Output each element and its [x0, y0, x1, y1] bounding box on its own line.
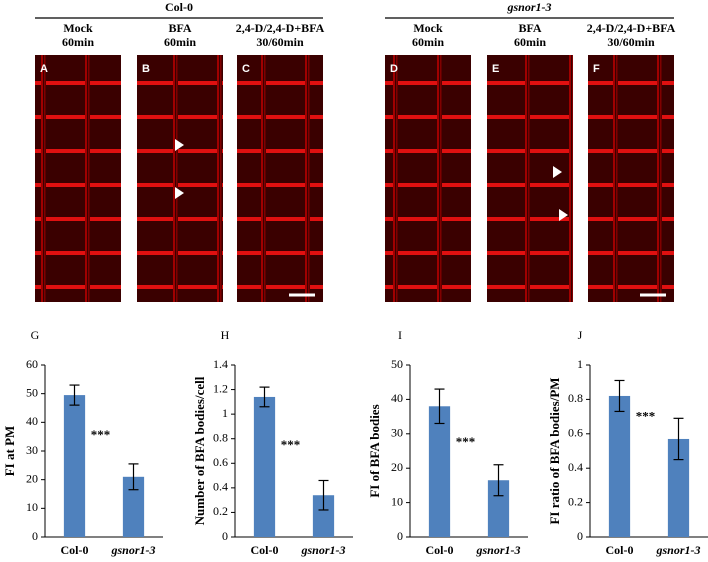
- panel-label: 60min: [514, 35, 546, 49]
- y-tick-label: 0.8: [213, 430, 228, 444]
- significance: ***: [456, 434, 476, 449]
- panel-letter: G: [31, 328, 40, 342]
- panel-label: 30/60min: [256, 35, 304, 49]
- significance: ***: [636, 408, 656, 423]
- bar: [253, 396, 276, 537]
- micrograph: [588, 55, 674, 302]
- panel-letter: E: [492, 63, 499, 75]
- error-bar: [318, 479, 329, 511]
- y-tick-label: 20: [26, 471, 38, 485]
- y-tick-label: 1: [222, 406, 228, 420]
- panel-label: 2,4-D/2,4-D+BFA: [587, 21, 676, 35]
- y-tick-label: 1: [577, 357, 583, 371]
- panel-letter: H: [221, 328, 230, 342]
- bar: [63, 395, 86, 537]
- panel-label: 60min: [164, 35, 196, 49]
- y-tick-label: 0.2: [213, 504, 228, 518]
- y-tick-label: 50: [26, 385, 38, 399]
- panel-letter: F: [593, 63, 600, 75]
- arrowhead: [175, 187, 184, 199]
- y-tick-label: 40: [26, 414, 38, 428]
- y-tick-label: 0.8: [568, 391, 583, 405]
- significance: ***: [91, 427, 111, 442]
- bar: [122, 476, 145, 537]
- y-tick-label: 50: [391, 357, 403, 371]
- error-bar: [128, 463, 139, 491]
- panel-label: BFA: [168, 21, 191, 35]
- bar: [428, 406, 451, 537]
- group-title: gsnor1-3: [506, 0, 551, 14]
- panel-letter: D: [390, 63, 398, 75]
- error-bar: [259, 386, 270, 408]
- panel-letter: B: [142, 63, 150, 75]
- panel-letter: A: [40, 63, 48, 75]
- panel-label: Mock: [413, 21, 443, 35]
- arrowhead: [175, 139, 184, 151]
- x-tick-label: gsnor1-3: [110, 543, 155, 557]
- y-tick-label: 0.4: [568, 460, 583, 474]
- x-tick-label: Col-0: [426, 543, 454, 557]
- x-tick-label: Col-0: [606, 543, 634, 557]
- y-axis-label: FI of BFA bodies: [367, 404, 382, 497]
- error-bar: [614, 379, 625, 413]
- arrowhead: [559, 209, 568, 221]
- error-bar: [673, 417, 684, 461]
- panel-label: 30/60min: [607, 35, 655, 49]
- x-tick-label: gsnor1-3: [655, 543, 700, 557]
- micrograph: [237, 55, 323, 302]
- y-axis-label: Number of BFA bodies/cell: [192, 376, 207, 525]
- group-title: Col-0: [165, 0, 193, 14]
- y-tick-label: 0.6: [568, 426, 583, 440]
- error-bar: [493, 464, 504, 497]
- x-tick-label: Col-0: [61, 543, 89, 557]
- y-tick-label: 0: [32, 529, 38, 543]
- y-tick-label: 30: [391, 426, 403, 440]
- panel-label: 2,4-D/2,4-D+BFA: [236, 21, 325, 35]
- bar: [487, 480, 510, 537]
- bar: [608, 395, 631, 537]
- micrograph: [35, 55, 121, 302]
- x-tick-label: Col-0: [251, 543, 279, 557]
- panel-letter: C: [242, 63, 250, 75]
- bar: [667, 438, 690, 537]
- y-tick-label: 1.2: [213, 381, 228, 395]
- micrograph: [385, 55, 471, 302]
- y-tick-label: 0.4: [213, 480, 228, 494]
- panel-label: 60min: [62, 35, 94, 49]
- y-tick-label: 0.6: [213, 455, 228, 469]
- y-axis-label: FI ratio of BFA bodies/PM: [547, 377, 562, 524]
- panel-label: Mock: [63, 21, 93, 35]
- bar: [312, 495, 335, 537]
- micrograph: [487, 55, 573, 302]
- y-tick-label: 1.4: [213, 357, 228, 371]
- x-tick-label: gsnor1-3: [475, 543, 520, 557]
- y-tick-label: 0: [222, 529, 228, 543]
- significance: ***: [281, 437, 301, 452]
- y-tick-label: 10: [26, 500, 38, 514]
- y-tick-label: 0: [397, 529, 403, 543]
- error-bar: [434, 388, 445, 425]
- micrograph: [137, 55, 223, 302]
- panel-letter: J: [578, 328, 583, 342]
- y-tick-label: 0: [577, 529, 583, 543]
- panel-label: BFA: [518, 21, 541, 35]
- y-tick-label: 20: [391, 460, 403, 474]
- y-tick-label: 40: [391, 391, 403, 405]
- panel-label: 60min: [412, 35, 444, 49]
- y-tick-label: 10: [391, 494, 403, 508]
- panel-letter: I: [398, 328, 402, 342]
- y-tick-label: 30: [26, 443, 38, 457]
- y-tick-label: 0.2: [568, 494, 583, 508]
- arrowhead: [553, 166, 562, 178]
- x-tick-label: gsnor1-3: [300, 543, 345, 557]
- y-axis-label: FI at PM: [2, 426, 17, 477]
- error-bar: [69, 384, 80, 406]
- y-tick-label: 60: [26, 357, 38, 371]
